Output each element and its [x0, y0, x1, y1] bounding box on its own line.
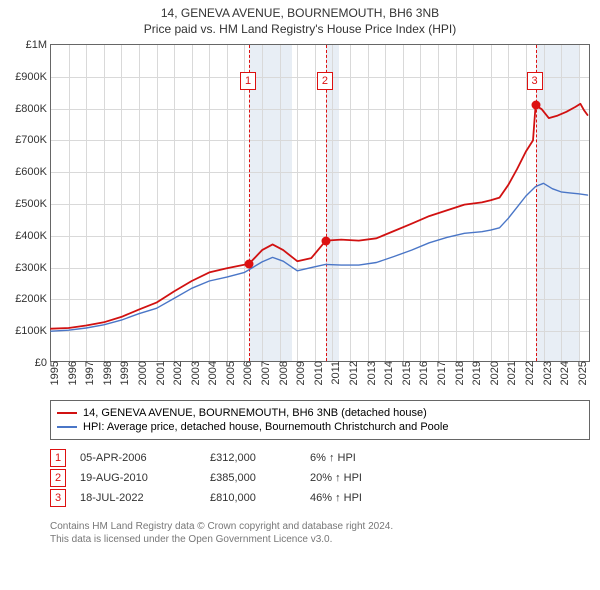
- x-tick-label: 2002: [170, 361, 184, 385]
- sales-row-marker: 2: [50, 469, 66, 487]
- legend-swatch: [57, 412, 77, 414]
- y-tick-label: £500K: [7, 198, 51, 210]
- x-tick-label: 2019: [469, 361, 483, 385]
- legend-row: HPI: Average price, detached house, Bour…: [57, 421, 583, 433]
- footer-line2: This data is licensed under the Open Gov…: [50, 533, 393, 546]
- y-tick-label: £900K: [7, 71, 51, 83]
- y-tick-label: £0: [7, 357, 51, 369]
- sale-dot: [245, 259, 254, 268]
- x-tick-label: 2008: [276, 361, 290, 385]
- x-tick-label: 2016: [416, 361, 430, 385]
- x-tick-label: 2022: [522, 361, 536, 385]
- sales-row-price: £385,000: [210, 472, 310, 484]
- line-property: [51, 104, 588, 329]
- x-tick-label: 2009: [293, 361, 307, 385]
- sales-table: 1 05-APR-2006£312,0006% ↑ HPI 2 19-AUG-2010…: [50, 448, 410, 508]
- sales-row-price: £810,000: [210, 492, 310, 504]
- chart-title: 14, GENEVA AVENUE, BOURNEMOUTH, BH6 3NB: [0, 6, 600, 20]
- sales-row-pct: 6% ↑ HPI: [310, 452, 410, 464]
- sales-row-date: 18-JUL-2022: [80, 492, 210, 504]
- plot-area: £0£100K£200K£300K£400K£500K£600K£700K£80…: [50, 44, 590, 362]
- x-tick-label: 2007: [258, 361, 272, 385]
- x-tick-label: 2020: [487, 361, 501, 385]
- x-tick-label: 2000: [135, 361, 149, 385]
- sales-row-marker: 3: [50, 489, 66, 507]
- sales-row: 2 19-AUG-2010£385,00020% ↑ HPI: [50, 468, 410, 488]
- y-tick-label: £800K: [7, 103, 51, 115]
- sale-marker: 3: [527, 72, 543, 90]
- sale-dot: [531, 101, 540, 110]
- x-tick-label: 2024: [557, 361, 571, 385]
- legend-swatch: [57, 426, 77, 428]
- x-tick-label: 2006: [240, 361, 254, 385]
- footer: Contains HM Land Registry data © Crown c…: [50, 520, 393, 546]
- sale-marker: 2: [317, 72, 333, 90]
- sales-row: 1 05-APR-2006£312,0006% ↑ HPI: [50, 448, 410, 468]
- x-tick-label: 2023: [540, 361, 554, 385]
- legend-row: 14, GENEVA AVENUE, BOURNEMOUTH, BH6 3NB …: [57, 407, 583, 419]
- line-hpi: [51, 183, 588, 331]
- x-tick-label: 2018: [452, 361, 466, 385]
- footer-line1: Contains HM Land Registry data © Crown c…: [50, 520, 393, 533]
- chart-lines: [51, 45, 591, 363]
- x-tick-label: 1999: [117, 361, 131, 385]
- legend: 14, GENEVA AVENUE, BOURNEMOUTH, BH6 3NB …: [50, 400, 590, 440]
- sales-row-price: £312,000: [210, 452, 310, 464]
- x-tick-label: 2011: [328, 361, 342, 385]
- x-tick-label: 2010: [311, 361, 325, 385]
- x-tick-label: 2015: [399, 361, 413, 385]
- x-tick-label: 2014: [381, 361, 395, 385]
- sales-row-pct: 46% ↑ HPI: [310, 492, 410, 504]
- sales-row-marker: 1: [50, 449, 66, 467]
- x-tick-label: 1995: [47, 361, 61, 385]
- x-tick-label: 2004: [205, 361, 219, 385]
- y-tick-label: £400K: [7, 230, 51, 242]
- y-tick-label: £200K: [7, 293, 51, 305]
- x-tick-label: 2001: [153, 361, 167, 385]
- sales-row: 3 18-JUL-2022£810,00046% ↑ HPI: [50, 488, 410, 508]
- x-tick-label: 2005: [223, 361, 237, 385]
- sale-dot: [321, 236, 330, 245]
- x-tick-label: 1997: [82, 361, 96, 385]
- sales-row-pct: 20% ↑ HPI: [310, 472, 410, 484]
- y-tick-label: £100K: [7, 325, 51, 337]
- y-tick-label: £700K: [7, 134, 51, 146]
- x-tick-label: 2003: [188, 361, 202, 385]
- y-tick-label: £300K: [7, 262, 51, 274]
- x-tick-label: 2017: [434, 361, 448, 385]
- legend-label: HPI: Average price, detached house, Bour…: [83, 421, 448, 433]
- y-tick-label: £600K: [7, 166, 51, 178]
- sale-marker: 1: [240, 72, 256, 90]
- x-tick-label: 1998: [100, 361, 114, 385]
- x-tick-label: 2012: [346, 361, 360, 385]
- chart-subtitle: Price paid vs. HM Land Registry's House …: [0, 22, 600, 36]
- x-tick-label: 2021: [504, 361, 518, 385]
- legend-label: 14, GENEVA AVENUE, BOURNEMOUTH, BH6 3NB …: [83, 407, 427, 419]
- y-tick-label: £1M: [7, 39, 51, 51]
- sales-row-date: 19-AUG-2010: [80, 472, 210, 484]
- x-tick-label: 2013: [364, 361, 378, 385]
- sales-row-date: 05-APR-2006: [80, 452, 210, 464]
- x-tick-label: 2025: [575, 361, 589, 385]
- x-tick-label: 1996: [65, 361, 79, 385]
